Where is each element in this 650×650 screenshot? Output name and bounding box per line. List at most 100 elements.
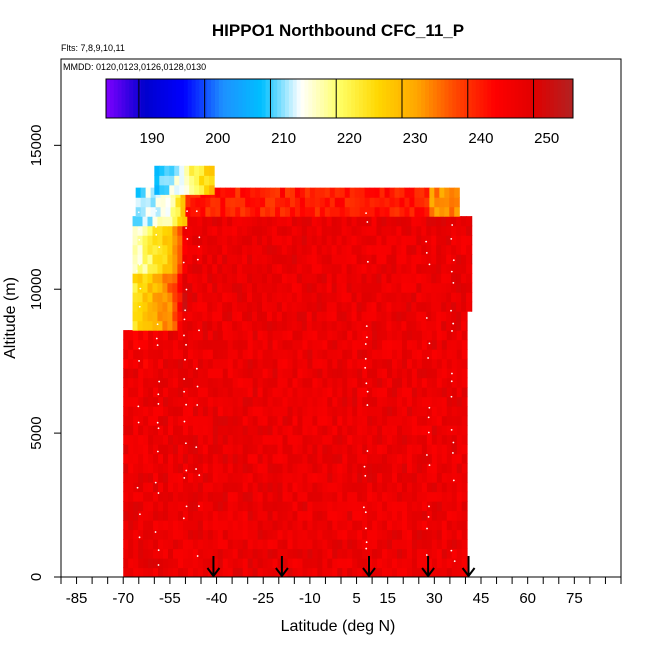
heat-cell [222,529,229,540]
heat-cell [371,311,378,322]
heat-cell [197,444,204,455]
heat-cell [153,377,159,388]
heat-cell [172,282,178,293]
heat-cell [197,330,204,341]
heat-cell [197,235,203,246]
heat-cell [461,472,468,483]
heat-cell [299,206,306,217]
heat-cell [242,282,248,293]
heat-cell [297,358,304,369]
heat-cell [163,539,169,550]
heat-cell [276,263,283,274]
heat-cell [317,339,323,350]
heat-cell [242,273,248,284]
heat-cell [207,453,214,464]
heat-cell [396,301,402,312]
heat-cell [182,539,189,550]
heat-cell [332,368,338,379]
heat-cell [317,453,323,464]
heat-cell [255,187,261,198]
heat-cell [391,216,397,227]
heat-cell [291,273,298,284]
heat-cell [252,406,259,417]
heat-cell [167,292,173,303]
heat-cell [342,330,348,341]
heat-cell [296,301,303,312]
heat-cell [397,539,403,550]
heat-cell [227,501,234,512]
heat-cell [252,501,259,512]
heat-cell [187,225,193,236]
heat-cell [272,472,279,483]
heat-cell [232,453,239,464]
heat-cell [431,358,438,369]
heat-cell [227,558,234,569]
heat-cell [296,282,303,293]
heat-cell [377,377,383,388]
heat-cell [155,206,162,217]
heat-cell [406,472,413,483]
heat-cell [302,444,308,455]
colorbar-step [429,79,434,118]
heat-cell [426,273,432,284]
heat-cell [389,197,396,208]
heat-cell [446,539,453,550]
missing-dot [450,380,453,383]
colorbar-tick-label: 250 [534,130,559,147]
heat-cell [456,273,462,284]
heat-cell [439,197,445,208]
heat-cell [309,206,316,217]
heat-cell [275,197,281,208]
heat-cell [351,273,358,284]
heat-cell [352,520,358,531]
heat-cell [326,254,333,265]
heat-cell [357,425,363,436]
heat-cell [257,282,263,293]
heat-cell [406,339,413,350]
heat-cell [351,282,358,293]
heat-cell [177,358,184,369]
heat-cell [242,358,249,369]
heat-cell [187,311,193,322]
heat-cell [312,567,318,577]
heat-cell [242,254,248,265]
heat-cell [138,472,144,483]
heat-cell [312,358,318,369]
heat-cell [261,254,268,265]
heat-cell [382,358,388,369]
heat-cell [377,510,383,521]
heat-cell [336,254,343,265]
heat-cell [382,558,388,569]
heat-cell [173,444,179,455]
heat-cell [337,349,343,360]
heat-cell [347,339,353,350]
heat-cell [217,311,223,322]
heat-cell [406,263,412,274]
heat-cell [292,339,299,350]
heat-cell [128,482,134,493]
heat-cell [351,263,358,274]
heat-cell [182,529,189,540]
heat-cell [282,349,289,360]
heat-cell [327,358,333,369]
heat-cell [307,396,313,407]
heat-cell [222,520,229,531]
missing-dot [365,527,367,530]
heat-cell [286,320,293,331]
heat-cell [222,254,228,265]
heat-cell [466,425,468,436]
heat-cell [163,406,169,417]
heat-cell [451,368,458,379]
heat-cell [197,472,204,483]
heat-cell [406,216,412,227]
heat-cell [227,387,234,398]
heat-cell [272,548,279,559]
heat-cell [192,273,198,284]
heat-cell [451,539,458,550]
heat-cell [346,301,353,312]
heat-cell [304,197,311,208]
missing-dot [154,481,157,484]
heat-cell [382,472,388,483]
heat-cell [182,292,188,303]
heat-cell [123,358,129,369]
